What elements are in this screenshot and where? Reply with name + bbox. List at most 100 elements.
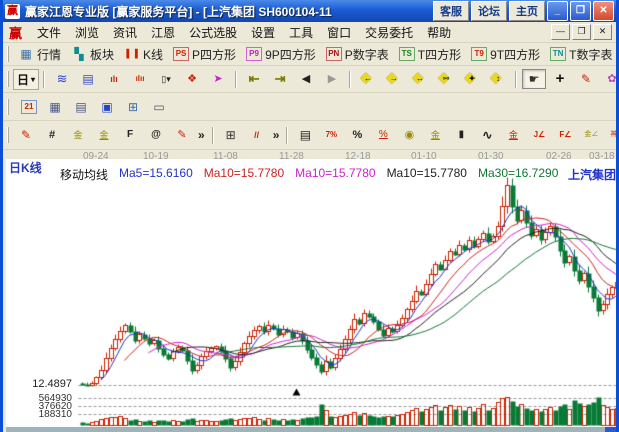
notepad-button[interactable]: ▤ (69, 97, 93, 117)
customer-service-button[interactable]: 客服 (433, 1, 469, 21)
crosshair-icon: + (555, 70, 565, 87)
forum-button[interactable]: 论坛 (471, 1, 507, 21)
save-button[interactable]: ▣ (95, 97, 119, 117)
spiral-button[interactable]: @ (144, 125, 168, 145)
last-bar-button[interactable]: ⇥ (268, 69, 292, 89)
diamond-vexpand-button[interactable]: ◆ ↕ (486, 69, 510, 89)
minimize-button[interactable]: _ (547, 1, 568, 21)
close-button[interactable]: ✕ (593, 1, 614, 21)
menu-item[interactable]: 交易委托 (365, 25, 414, 40)
crosshair-button[interactable]: + (548, 69, 572, 89)
gold-grid-button[interactable]: 金 (66, 125, 90, 145)
flag-button[interactable]: ➤ (206, 69, 230, 89)
f-angle-button[interactable]: F∠ (553, 125, 577, 145)
toolbar-grip[interactable] (7, 46, 9, 62)
first-bar-button[interactable]: ⇤ (242, 69, 266, 89)
box-tool-button[interactable]: ⊞ (219, 125, 243, 145)
kline-button[interactable]: ▌▐ K线 (120, 44, 167, 65)
diamond-vexpand-icon: ◆ ↕ (490, 69, 502, 86)
gold-angle-button[interactable]: 金∠ (579, 125, 603, 145)
gold-grid2-button[interactable]: 金 (92, 125, 116, 145)
t9-button[interactable]: T9 9T四方形 (467, 44, 544, 65)
gold-lines-button[interactable]: 金 (423, 125, 447, 145)
period-selector-dropdown[interactable]: 日 ▾ (13, 68, 40, 90)
menu-item[interactable]: 设置 (251, 25, 276, 40)
bars-9-button[interactable]: ılıı (128, 69, 152, 89)
diamond-right-button[interactable]: ◆ → (382, 69, 406, 89)
p9-button[interactable]: P9 9P四方形 (242, 44, 320, 65)
gold-underline-button[interactable]: 金 (501, 125, 525, 145)
toolbar-grip[interactable] (7, 71, 9, 87)
tn-button[interactable]: TN T数字表 (546, 44, 616, 65)
child-minimize-button[interactable]: — (551, 24, 570, 40)
wave-button[interactable]: ≋ (50, 69, 74, 89)
date-tick-label: 03-18 (589, 151, 615, 162)
toolbar-button-label: 9T四方形 (490, 47, 541, 62)
gold-circle-button[interactable]: ◉ (397, 125, 421, 145)
candlestick-chart-canvas[interactable] (6, 159, 616, 427)
seven-percent-button[interactable]: 7% (319, 125, 343, 145)
diamond-hcompress-button[interactable]: ◆ »« (434, 69, 458, 89)
document-button[interactable]: ▤ (76, 69, 100, 89)
child-close-button[interactable]: ✕ (593, 24, 612, 40)
j-angle-button[interactable]: J∠ (527, 125, 551, 145)
f-grid-button[interactable]: F (118, 125, 142, 145)
next-button[interactable]: ▶ (320, 69, 344, 89)
bars-3-button[interactable]: ılı (102, 69, 126, 89)
menu-item[interactable]: 浏览 (75, 25, 100, 40)
diamond-left-button[interactable]: ◆ ← (356, 69, 380, 89)
pattern-button[interactable]: ❖ (180, 69, 204, 89)
pen-grid-button[interactable]: ✎ (170, 125, 194, 145)
candle-pen-button[interactable]: ▮ (449, 125, 473, 145)
hand-tool-button[interactable]: ☛ (522, 69, 547, 89)
maximize-button[interactable]: ❐ (570, 1, 591, 21)
child-restore-button[interactable]: ❐ (572, 24, 591, 40)
pattern-purple-button[interactable]: ✿ (600, 69, 616, 89)
diamond-hexpand-button[interactable]: ◆ ↔ (408, 69, 432, 89)
t9-icon: T9 (471, 47, 488, 61)
diamond-expand-button[interactable]: ◆ ✦ (460, 69, 484, 89)
ts-icon: TS (398, 47, 415, 61)
fan-lines-button[interactable]: // (245, 125, 269, 145)
price-table-button[interactable]: ▤ (293, 125, 317, 145)
blocks-button[interactable]: ▚ 板块 (67, 44, 118, 65)
candle-period-button[interactable]: ▯▾ (154, 69, 178, 89)
diamond-hcompress-icon: ◆ »« (438, 69, 450, 86)
export-button[interactable]: ⊞ (121, 97, 145, 117)
toolbar-overflow-chevron[interactable]: » (198, 128, 205, 142)
menu-item[interactable]: 公式选股 (189, 25, 238, 40)
menu-item[interactable]: 资讯 (113, 25, 138, 40)
percent-button[interactable]: % (345, 125, 369, 145)
toolbar-grip[interactable] (7, 98, 12, 115)
date-tick-label: 10-19 (143, 151, 169, 162)
percent-line-button[interactable]: % (371, 125, 395, 145)
ts-button[interactable]: TS T四方形 (395, 44, 465, 65)
print-button[interactable]: ▭ (147, 97, 171, 117)
grid-button[interactable]: # (40, 125, 64, 145)
ps-button[interactable]: PS P四方形 (169, 44, 240, 65)
period-type-label: 日K线 (9, 161, 42, 175)
pn-icon: PN (325, 47, 342, 61)
menu-item[interactable]: 江恩 (151, 25, 176, 40)
menu-item[interactable]: 窗口 (327, 25, 352, 40)
toolbar-button-label: T四方形 (417, 47, 462, 62)
toolbar-overflow-chevron[interactable]: » (272, 128, 280, 142)
pn-button[interactable]: PN P数字表 (322, 44, 393, 65)
menu-item[interactable]: 帮助 (427, 25, 452, 40)
menu-item[interactable]: 工具 (289, 25, 314, 40)
prev-button[interactable]: ◀ (294, 69, 318, 89)
menu-items: 文件 浏览 资讯 江恩 公式选股 设置 工具 窗口 交易委托 帮助 (30, 22, 458, 43)
wave2-button[interactable]: ∿ (475, 125, 499, 145)
homepage-button[interactable]: 主页 (509, 1, 545, 21)
calculator-button[interactable]: ▦ (43, 97, 67, 117)
menu-item[interactable]: 文件 (37, 25, 62, 40)
pin-button[interactable]: ✎ (574, 69, 598, 89)
calendar-button[interactable]: 21 (17, 98, 41, 116)
quote-table-button[interactable]: ▦ 行情 (14, 44, 65, 65)
shen-angle-button[interactable]: 神∠ (605, 125, 616, 145)
scroll-corner[interactable] (605, 427, 616, 432)
gann-pen-button[interactable]: ✎ (14, 125, 38, 145)
toolbar-grip[interactable] (7, 127, 9, 143)
toolbar-button-label: P数字表 (344, 47, 389, 62)
